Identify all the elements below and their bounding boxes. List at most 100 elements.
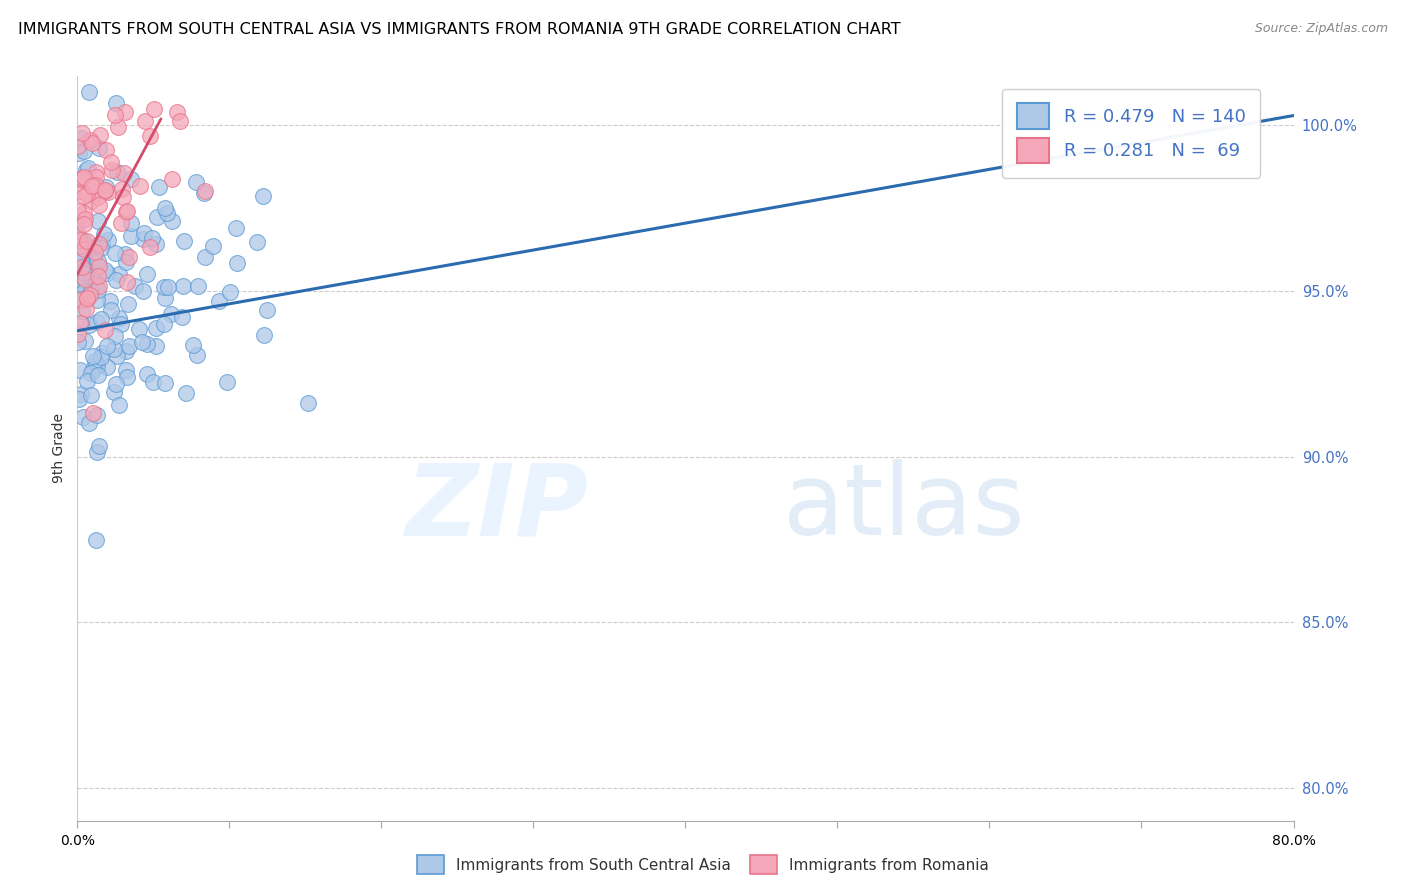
Point — [84, 277, 107, 292]
Point — [69, 259, 91, 273]
Point — [246, 235, 269, 249]
Point — [82, 406, 104, 420]
Point — [89, 198, 111, 212]
Point — [108, 267, 131, 281]
Point — [155, 291, 177, 305]
Text: 80.0%: 80.0% — [1271, 834, 1316, 848]
Point — [153, 201, 176, 215]
Point — [207, 294, 229, 309]
Point — [69, 233, 91, 247]
Point — [75, 274, 97, 288]
Point — [69, 293, 91, 307]
Point — [80, 194, 103, 209]
Point — [87, 141, 110, 155]
Point — [86, 408, 108, 422]
Point — [79, 132, 101, 146]
Point — [193, 186, 215, 201]
Point — [70, 260, 93, 274]
Point — [176, 385, 198, 400]
Point — [110, 318, 132, 332]
Point — [80, 284, 103, 298]
Point — [79, 268, 101, 283]
Point — [80, 366, 103, 380]
Point — [135, 367, 157, 381]
Point — [90, 311, 112, 326]
Point — [156, 205, 179, 219]
Point — [73, 284, 96, 298]
Point — [69, 362, 91, 376]
Legend: R = 0.479   N = 140, R = 0.281   N =  69: R = 0.479 N = 140, R = 0.281 N = 69 — [1002, 88, 1260, 178]
Point — [77, 318, 100, 332]
Point — [117, 297, 139, 311]
Point — [79, 288, 101, 302]
Point — [76, 374, 98, 388]
Point — [69, 386, 91, 401]
Legend: Immigrants from South Central Asia, Immigrants from Romania: Immigrants from South Central Asia, Immi… — [411, 849, 995, 880]
Point — [73, 284, 96, 298]
Point — [75, 212, 97, 227]
Point — [86, 315, 108, 329]
Point — [82, 350, 104, 364]
Point — [131, 285, 153, 299]
Point — [73, 262, 96, 277]
Point — [162, 214, 184, 228]
Point — [141, 231, 163, 245]
Point — [112, 190, 135, 204]
Y-axis label: 9th Grade: 9th Grade — [52, 413, 66, 483]
Point — [128, 322, 150, 336]
Point — [153, 376, 176, 390]
Point — [142, 375, 165, 389]
Point — [256, 303, 278, 318]
Point — [94, 183, 117, 197]
Text: IMMIGRANTS FROM SOUTH CENTRAL ASIA VS IMMIGRANTS FROM ROMANIA 9TH GRADE CORRELAT: IMMIGRANTS FROM SOUTH CENTRAL ASIA VS IM… — [18, 22, 901, 37]
Point — [110, 216, 132, 230]
Point — [115, 204, 138, 219]
Point — [80, 136, 103, 150]
Point — [90, 241, 112, 255]
Point — [67, 185, 90, 199]
Point — [83, 245, 105, 260]
Point — [114, 105, 136, 120]
Point — [69, 239, 91, 253]
Point — [104, 329, 127, 343]
Point — [67, 392, 90, 406]
Point — [108, 310, 131, 325]
Point — [76, 292, 98, 306]
Point — [67, 228, 90, 243]
Point — [166, 104, 188, 119]
Point — [84, 169, 107, 184]
Point — [136, 267, 159, 281]
Point — [98, 293, 121, 308]
Point — [70, 316, 93, 330]
Point — [156, 279, 179, 293]
Point — [72, 233, 94, 247]
Point — [77, 258, 100, 272]
Point — [218, 285, 240, 299]
Point — [76, 234, 98, 248]
Point — [96, 266, 118, 280]
Point — [114, 246, 136, 260]
Point — [184, 175, 207, 189]
Point — [107, 398, 129, 412]
Point — [105, 273, 128, 287]
Point — [84, 165, 107, 179]
Point — [172, 310, 194, 325]
Point — [172, 278, 194, 293]
Text: atlas: atlas — [783, 459, 1025, 557]
Point — [89, 128, 111, 143]
Point — [73, 169, 96, 184]
Point — [72, 266, 94, 280]
Point — [100, 155, 122, 169]
Point — [73, 144, 96, 158]
Point — [160, 307, 183, 321]
Point — [96, 360, 118, 375]
Point — [120, 172, 142, 186]
Point — [89, 439, 111, 453]
Point — [72, 409, 94, 424]
Point — [80, 179, 103, 194]
Point — [142, 102, 165, 116]
Point — [93, 227, 115, 241]
Point — [66, 203, 89, 218]
Point — [114, 205, 136, 219]
Point — [76, 263, 98, 277]
